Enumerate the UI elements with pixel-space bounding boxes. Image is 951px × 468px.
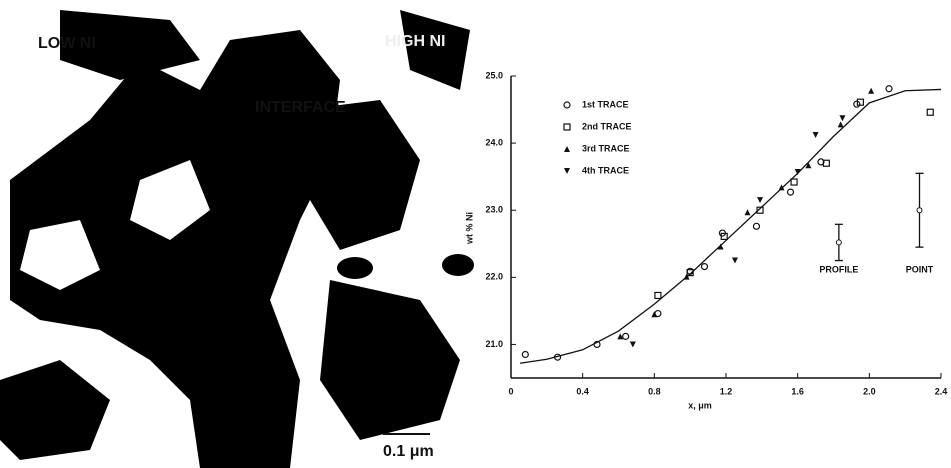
data-point — [686, 269, 694, 277]
legend-marker — [563, 123, 571, 131]
error-center — [916, 207, 923, 214]
x-tick-label: 1.6 — [791, 386, 804, 396]
light-region — [130, 160, 210, 240]
y-tick-label: 24.0 — [485, 137, 503, 147]
scale-label: 0.1 μm — [383, 443, 434, 460]
x-tick-label: 0.8 — [648, 386, 661, 396]
data-point — [720, 232, 728, 240]
data-point — [593, 340, 601, 349]
error-label: POINT — [906, 264, 934, 274]
data-point — [521, 350, 529, 359]
dark-region — [10, 30, 340, 468]
data-point — [926, 108, 934, 116]
x-tick-label: 1.2 — [720, 386, 733, 396]
low-label: LOW NI — [38, 35, 96, 52]
error-center — [835, 239, 842, 246]
x-tick-label: 2.0 — [863, 386, 876, 396]
fit-curve — [519, 88, 942, 364]
light-region — [20, 220, 100, 290]
interface-label: INTERFACE — [255, 99, 346, 116]
data-point — [629, 341, 636, 348]
data-point — [778, 184, 785, 191]
data-point — [839, 115, 846, 122]
chart: 21.0 22.0 23.0 24.0 25.0 0 0.4 0.8 1.2 1.6 2.0 2.4 w… — [464, 70, 947, 410]
x-axis-label: x, μm — [688, 400, 712, 410]
dark-region — [442, 254, 474, 276]
data-point — [786, 188, 795, 196]
micrograph: LOW NI HIGH NI INTERFACE 0.1 μm — [0, 10, 474, 468]
data-point — [756, 206, 764, 214]
y-tick-label: 23.0 — [485, 205, 503, 215]
data-point — [700, 262, 709, 271]
data-point — [717, 243, 724, 250]
legend-label: 2nd TRACE — [582, 121, 632, 131]
y-tick-label: 25.0 — [485, 70, 503, 80]
data-point — [752, 222, 761, 230]
dark-region — [300, 100, 420, 250]
data-point — [885, 85, 893, 93]
data-point — [553, 353, 562, 361]
data-point — [812, 132, 819, 139]
dark-region — [0, 360, 110, 460]
data-point — [856, 98, 864, 106]
y-tick-label: 22.0 — [485, 272, 503, 282]
data-point — [731, 257, 738, 264]
x-tick-label: 2.4 — [935, 386, 948, 396]
legend-label: 1st TRACE — [582, 99, 629, 109]
dark-region — [320, 280, 460, 440]
data-point — [817, 158, 825, 166]
data-point — [654, 291, 662, 300]
data-point — [744, 209, 751, 216]
y-tick-label: 21.0 — [485, 339, 503, 349]
high-label: HIGH NI — [385, 33, 445, 50]
data-point — [790, 178, 798, 186]
legend-marker — [564, 168, 570, 174]
legend-marker — [564, 146, 570, 152]
dark-region — [60, 10, 200, 80]
error-label: PROFILE — [819, 264, 858, 274]
data-point — [651, 311, 658, 318]
y-axis-label: wt % Ni — [464, 212, 474, 245]
data-point — [805, 162, 812, 169]
data-point — [683, 273, 690, 280]
dark-region — [337, 257, 373, 279]
legend-marker — [563, 101, 571, 109]
x-tick-label: 0 — [508, 386, 513, 396]
legend-label: 4th TRACE — [582, 165, 629, 175]
data-point — [794, 168, 801, 175]
legend-label: 3rd TRACE — [582, 143, 630, 153]
data-point — [617, 333, 624, 340]
dark-region — [400, 10, 470, 90]
data-point — [837, 121, 844, 128]
data-point — [822, 159, 830, 167]
data-point — [868, 87, 875, 94]
data-point — [622, 332, 630, 340]
data-point — [757, 197, 764, 204]
x-tick-label: 0.4 — [576, 386, 589, 396]
